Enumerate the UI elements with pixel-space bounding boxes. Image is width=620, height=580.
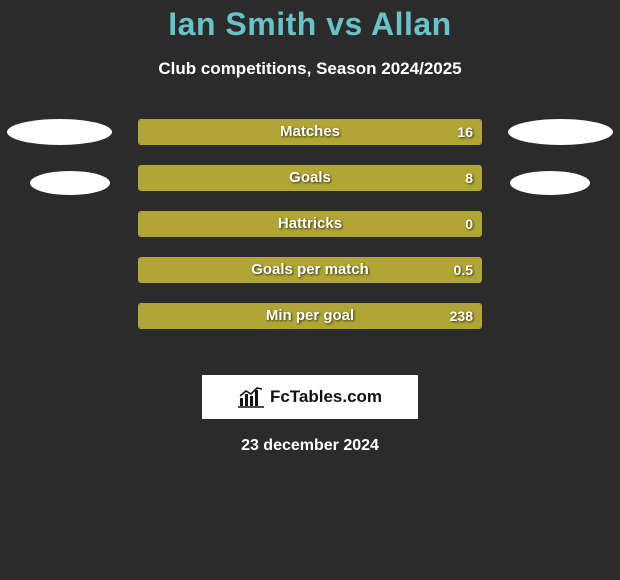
bar-value: 0.5 [454, 258, 473, 282]
bar-value: 0 [465, 212, 473, 236]
generated-date: 23 december 2024 [0, 437, 620, 455]
left-avatar-ellipse-1 [7, 119, 112, 145]
bar-label: Goals [139, 166, 481, 190]
bar-label: Hattricks [139, 212, 481, 236]
bar-min-per-goal: Min per goal 238 [138, 303, 482, 329]
logo-text: FcTables.com [270, 387, 382, 407]
bar-label: Matches [139, 120, 481, 144]
subtitle: Club competitions, Season 2024/2025 [0, 59, 620, 79]
right-avatar-ellipse-2 [510, 171, 590, 195]
bar-goals: Goals 8 [138, 165, 482, 191]
bar-label: Goals per match [139, 258, 481, 282]
bar-value: 16 [457, 120, 473, 144]
fctables-logo[interactable]: FcTables.com [202, 375, 418, 419]
bar-value: 8 [465, 166, 473, 190]
bar-hattricks: Hattricks 0 [138, 211, 482, 237]
comparison-card: Ian Smith vs Allan Club competitions, Se… [0, 0, 620, 580]
bar-goals-per-match: Goals per match 0.5 [138, 257, 482, 283]
page-title: Ian Smith vs Allan [0, 0, 620, 43]
bar-matches: Matches 16 [138, 119, 482, 145]
bar-chart-icon [238, 386, 264, 408]
stat-bars: Matches 16 Goals 8 Hattricks 0 Goals per… [138, 119, 482, 349]
left-avatar-ellipse-2 [30, 171, 110, 195]
bar-value: 238 [450, 304, 473, 328]
right-avatar-ellipse-1 [508, 119, 613, 145]
bar-label: Min per goal [139, 304, 481, 328]
